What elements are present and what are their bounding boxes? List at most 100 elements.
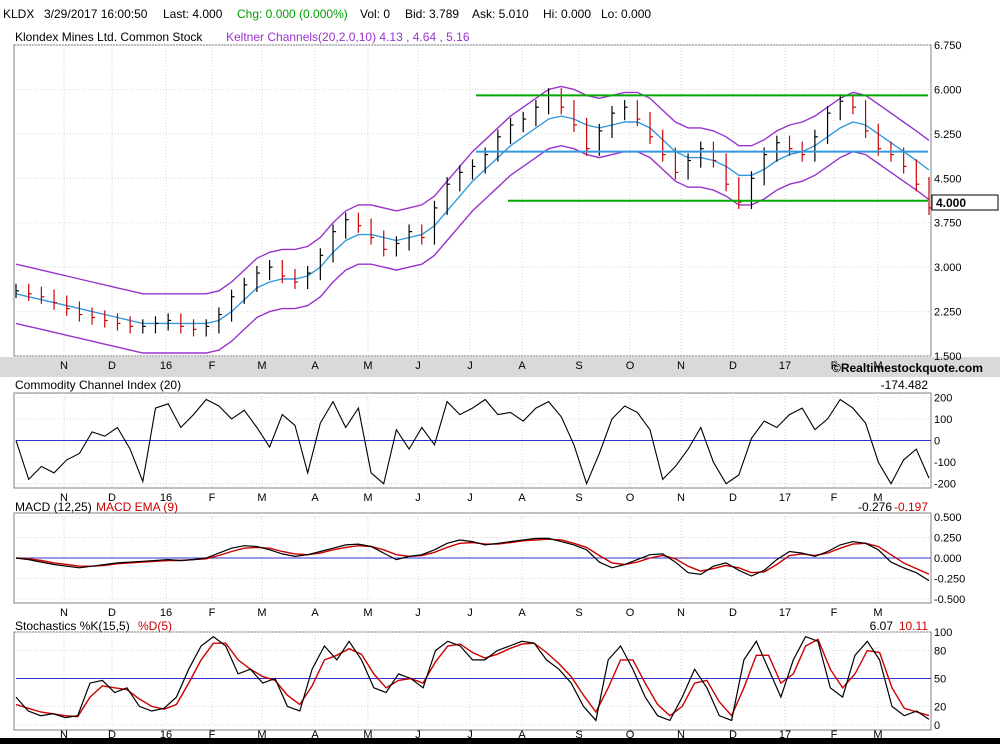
quote-change: Chg: 0.000 (0.000%) bbox=[237, 7, 348, 21]
y-tick-label: 0.250 bbox=[934, 533, 962, 545]
x-tick-label: J bbox=[415, 729, 421, 741]
y-tick-label: 0 bbox=[934, 436, 940, 448]
x-tick-label: A bbox=[311, 729, 319, 741]
x-tick-label: A bbox=[518, 360, 526, 372]
x-tick-label: J bbox=[467, 360, 473, 372]
x-tick-label: A bbox=[311, 360, 319, 372]
bottom-border bbox=[0, 738, 1000, 744]
x-tick-label: N bbox=[677, 607, 685, 619]
x-tick-label: N bbox=[677, 729, 685, 741]
x-tick-label: A bbox=[311, 492, 319, 504]
x-tick-label: O bbox=[626, 729, 635, 741]
x-tick-label: J bbox=[467, 492, 473, 504]
quote-low: Lo: 0.000 bbox=[601, 7, 652, 21]
keltner-label: Keltner Channels(20,2.0,10) 4.13 , 4.64 … bbox=[226, 30, 470, 44]
x-tick-label: M bbox=[873, 360, 882, 372]
copyright-text: ©Realtimestockquote.com bbox=[832, 361, 983, 375]
x-tick-label: N bbox=[60, 360, 68, 372]
x-tick-label: F bbox=[831, 607, 838, 619]
copyright-strip bbox=[0, 357, 1000, 377]
x-tick-label: D bbox=[108, 360, 116, 372]
stoch-panel bbox=[13, 631, 932, 731]
x-tick-label: D bbox=[729, 729, 737, 741]
x-tick-label: J bbox=[415, 360, 421, 372]
x-tick-label: J bbox=[415, 492, 421, 504]
stoch-value: 6.07 bbox=[870, 619, 894, 633]
x-tick-label: O bbox=[626, 607, 635, 619]
x-tick-label: M bbox=[873, 607, 882, 619]
x-tick-label: M bbox=[257, 729, 266, 741]
quote-ask: Ask: 5.010 bbox=[472, 7, 529, 21]
x-tick-label: S bbox=[575, 607, 582, 619]
quote-datetime: 3/29/2017 16:00:50 bbox=[44, 7, 148, 21]
y-tick-label: -0.250 bbox=[934, 573, 965, 585]
y-tick-label: 100 bbox=[934, 627, 952, 639]
y-tick-label: 100 bbox=[934, 414, 952, 426]
x-tick-label: D bbox=[729, 360, 737, 372]
macd-value: -0.276 bbox=[858, 500, 892, 514]
x-tick-label: F bbox=[831, 492, 838, 504]
y-tick-label: 3.750 bbox=[934, 218, 962, 230]
x-tick-label: D bbox=[108, 492, 116, 504]
x-tick-label: M bbox=[363, 729, 372, 741]
y-tick-label: 6.750 bbox=[934, 40, 962, 52]
quote-bar: KLDX 3/29/2017 16:00:50 Last: 4.000 Chg:… bbox=[0, 0, 1000, 28]
x-tick-label: D bbox=[108, 729, 116, 741]
x-tick-label: F bbox=[831, 360, 838, 372]
y-tick-label: 0.000 bbox=[934, 553, 962, 565]
x-tick-label: M bbox=[363, 492, 372, 504]
x-tick-label: N bbox=[677, 360, 685, 372]
x-tick-label: A bbox=[311, 607, 319, 619]
keltner-lower-band bbox=[15, 144, 930, 354]
y-tick-label: -200 bbox=[934, 479, 956, 491]
y-tick-label: 6.000 bbox=[934, 84, 962, 96]
x-tick-label: J bbox=[467, 607, 473, 619]
x-tick-label: 17 bbox=[779, 492, 791, 504]
x-tick-label: N bbox=[677, 492, 685, 504]
x-tick-label: S bbox=[575, 729, 582, 741]
x-tick-label: N bbox=[60, 492, 68, 504]
y-tick-label: 50 bbox=[934, 674, 946, 686]
y-tick-label: 200 bbox=[934, 392, 952, 404]
quote-volume: Vol: 0 bbox=[360, 7, 391, 21]
y-tick-label: 1.500 bbox=[934, 351, 962, 363]
stoch-d-line bbox=[15, 638, 930, 718]
y-tick-label: 2.250 bbox=[934, 307, 962, 319]
x-tick-label: F bbox=[831, 729, 838, 741]
macd-line bbox=[15, 537, 930, 582]
x-tick-label: S bbox=[575, 360, 582, 372]
macd-signal-value: -0.197 bbox=[894, 500, 928, 514]
cci-line bbox=[15, 398, 930, 486]
x-tick-label: D bbox=[729, 492, 737, 504]
x-tick-label: M bbox=[873, 492, 882, 504]
x-tick-label: N bbox=[60, 729, 68, 741]
stoch-title: Stochastics %K(15,5) bbox=[15, 619, 130, 633]
x-tick-label: O bbox=[626, 360, 635, 372]
stoch-d-value: 10.11 bbox=[899, 619, 928, 633]
x-tick-label: D bbox=[729, 607, 737, 619]
quote-high: Hi: 0.000 bbox=[543, 7, 592, 21]
x-tick-label: N bbox=[60, 607, 68, 619]
x-tick-label: F bbox=[209, 607, 216, 619]
x-tick-label: S bbox=[575, 492, 582, 504]
quote-last: Last: 4.000 bbox=[163, 7, 223, 21]
x-tick-label: 16 bbox=[160, 607, 172, 619]
x-tick-label: 17 bbox=[779, 607, 791, 619]
x-tick-label: A bbox=[518, 729, 526, 741]
x-tick-label: O bbox=[626, 492, 635, 504]
x-tick-label: A bbox=[518, 607, 526, 619]
x-tick-label: J bbox=[415, 607, 421, 619]
x-tick-label: F bbox=[209, 492, 216, 504]
y-tick-label: 0.500 bbox=[934, 512, 962, 524]
last-price-box bbox=[931, 194, 999, 211]
macd-title: MACD (12,25) bbox=[15, 500, 92, 514]
stoch-k-line bbox=[15, 635, 930, 722]
x-tick-label: A bbox=[518, 492, 526, 504]
cci-value: -174.482 bbox=[881, 378, 929, 392]
y-tick-label: 4.500 bbox=[934, 173, 962, 185]
x-tick-label: M bbox=[257, 360, 266, 372]
x-tick-label: F bbox=[209, 360, 216, 372]
x-tick-label: 17 bbox=[779, 360, 791, 372]
y-tick-label: -0.500 bbox=[934, 594, 965, 606]
y-tick-label: 80 bbox=[934, 646, 946, 658]
